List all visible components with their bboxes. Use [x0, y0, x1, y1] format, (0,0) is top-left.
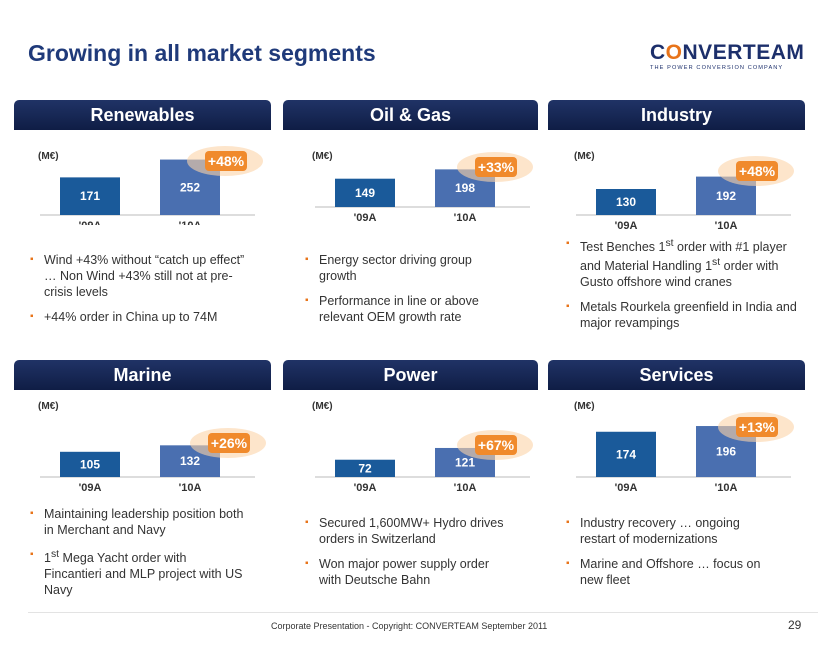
- category-label: '10A: [715, 482, 738, 494]
- renewables-bullets: Wind +43% without “catch up effect” … No…: [30, 252, 260, 334]
- segment-header-oil-gas: Oil & Gas: [283, 100, 538, 130]
- industry-bullets: Test Benches 1st order with #1 player an…: [566, 236, 811, 340]
- bullet-item: Performance in line or above relevant OE…: [305, 293, 510, 325]
- oil-gas-bullets: Energy sector driving group growth Perfo…: [305, 252, 510, 334]
- growth-badge: [736, 161, 778, 181]
- bar-09a: [596, 189, 656, 215]
- bar-09a: [60, 451, 120, 477]
- power-bar-chart: 72 '09A 121 '10A +67%: [315, 430, 533, 494]
- marine-bullets: Maintaining leadership position both in …: [30, 506, 245, 607]
- bullet-item: Secured 1,600MW+ Hydro drives orders in …: [305, 515, 505, 547]
- bar-value-label: 72: [358, 461, 372, 475]
- bar-value-label: 198: [455, 181, 475, 195]
- bar-value-label: 149: [355, 186, 375, 200]
- bullet-item: Wind +43% without “catch up effect” … No…: [30, 252, 260, 300]
- unit-label: (M€): [38, 401, 59, 412]
- bullet-item: Energy sector driving group growth: [305, 252, 510, 284]
- renewables-bar-chart: 171 '09A 252 '10A +48%: [40, 146, 263, 225]
- bullet-item: +44% order in China up to 74M: [30, 309, 260, 325]
- category-label: '10A: [179, 220, 202, 225]
- logo-wordmark: CONVERTEAM: [650, 41, 805, 64]
- bar-value-label: 132: [180, 454, 200, 468]
- segment-header-services: Services: [548, 360, 805, 390]
- growth-badge: [475, 157, 517, 177]
- bar-09a: [335, 459, 395, 477]
- bullet-item: Won major power supply order with Deutsc…: [305, 556, 505, 588]
- category-label: '09A: [615, 220, 638, 232]
- bar-value-label: 192: [716, 189, 736, 203]
- services-bar-chart: 174 '09A 196 '10A +13%: [576, 412, 794, 494]
- bar-09a: [335, 178, 395, 207]
- bullet-item: Test Benches 1st order with #1 player an…: [566, 236, 811, 290]
- unit-label: (M€): [312, 151, 333, 162]
- category-label: '09A: [354, 212, 377, 224]
- growth-percent: +26%: [211, 435, 248, 451]
- bar-value-label: 171: [80, 189, 100, 203]
- industry-bar-chart: 130 '09A 192 '10A +48%: [576, 156, 794, 232]
- bar-value-label: 105: [80, 457, 100, 471]
- category-label: '10A: [179, 482, 202, 494]
- slide-title: Growing in all market segments: [28, 40, 376, 66]
- category-label: '09A: [79, 482, 102, 494]
- bullet-item: Maintaining leadership position both in …: [30, 506, 245, 538]
- growth-percent: +67%: [478, 437, 515, 453]
- growth-percent: +48%: [739, 163, 776, 179]
- bar-09a: [596, 431, 656, 477]
- segment-header-marine: Marine: [14, 360, 271, 390]
- growth-percent: +13%: [739, 419, 776, 435]
- growth-percent: +33%: [478, 159, 515, 175]
- bar-value-label: 174: [616, 447, 636, 461]
- bar-09a: [60, 177, 120, 215]
- growth-badge: [736, 417, 778, 437]
- bar-value-label: 196: [716, 445, 736, 459]
- unit-label: (M€): [574, 151, 595, 162]
- segment-header-industry: Industry: [548, 100, 805, 130]
- page-number: 29: [788, 618, 802, 632]
- growth-badge: [475, 435, 517, 455]
- bullet-item: Industry recovery … ongoing restart of m…: [566, 515, 776, 547]
- logo-tagline: THE POWER CONVERSION COMPANY: [650, 65, 784, 71]
- bar-value-label: 252: [180, 180, 200, 194]
- power-bullets: Secured 1,600MW+ Hydro drives orders in …: [305, 515, 505, 597]
- unit-label: (M€): [574, 401, 595, 412]
- growth-badge: [208, 433, 250, 453]
- converteam-logo: CONVERTEAM THE POWER CONVERSION COMPANY: [650, 41, 814, 71]
- unit-label: (M€): [38, 151, 59, 162]
- segment-header-power: Power: [283, 360, 538, 390]
- bullet-item: Marine and Offshore … focus on new fleet: [566, 556, 776, 588]
- category-label: '10A: [454, 212, 477, 224]
- footer-copyright: Corporate Presentation - Copyright: CONV…: [271, 621, 548, 631]
- oil-gas-bar-chart: 149 '09A 198 '10A +33%: [315, 152, 533, 224]
- services-bullets: Industry recovery … ongoing restart of m…: [566, 515, 776, 597]
- bullet-item: 1st Mega Yacht order with Fincantieri an…: [30, 547, 245, 598]
- bar-value-label: 130: [616, 195, 636, 209]
- category-label: '10A: [715, 220, 738, 232]
- growth-percent: +48%: [208, 153, 245, 169]
- footer-divider: [28, 612, 818, 613]
- bullet-item: Metals Rourkela greenfield in India and …: [566, 299, 811, 331]
- category-label: '09A: [79, 220, 102, 225]
- growth-badge: [205, 151, 247, 171]
- unit-label: (M€): [312, 401, 333, 412]
- category-label: '09A: [615, 482, 638, 494]
- marine-bar-chart: 105 '09A 132 '10A +26%: [40, 428, 266, 494]
- category-label: '09A: [354, 482, 377, 494]
- bar-value-label: 121: [455, 455, 475, 469]
- category-label: '10A: [454, 482, 477, 494]
- segment-header-renewables: Renewables: [14, 100, 271, 130]
